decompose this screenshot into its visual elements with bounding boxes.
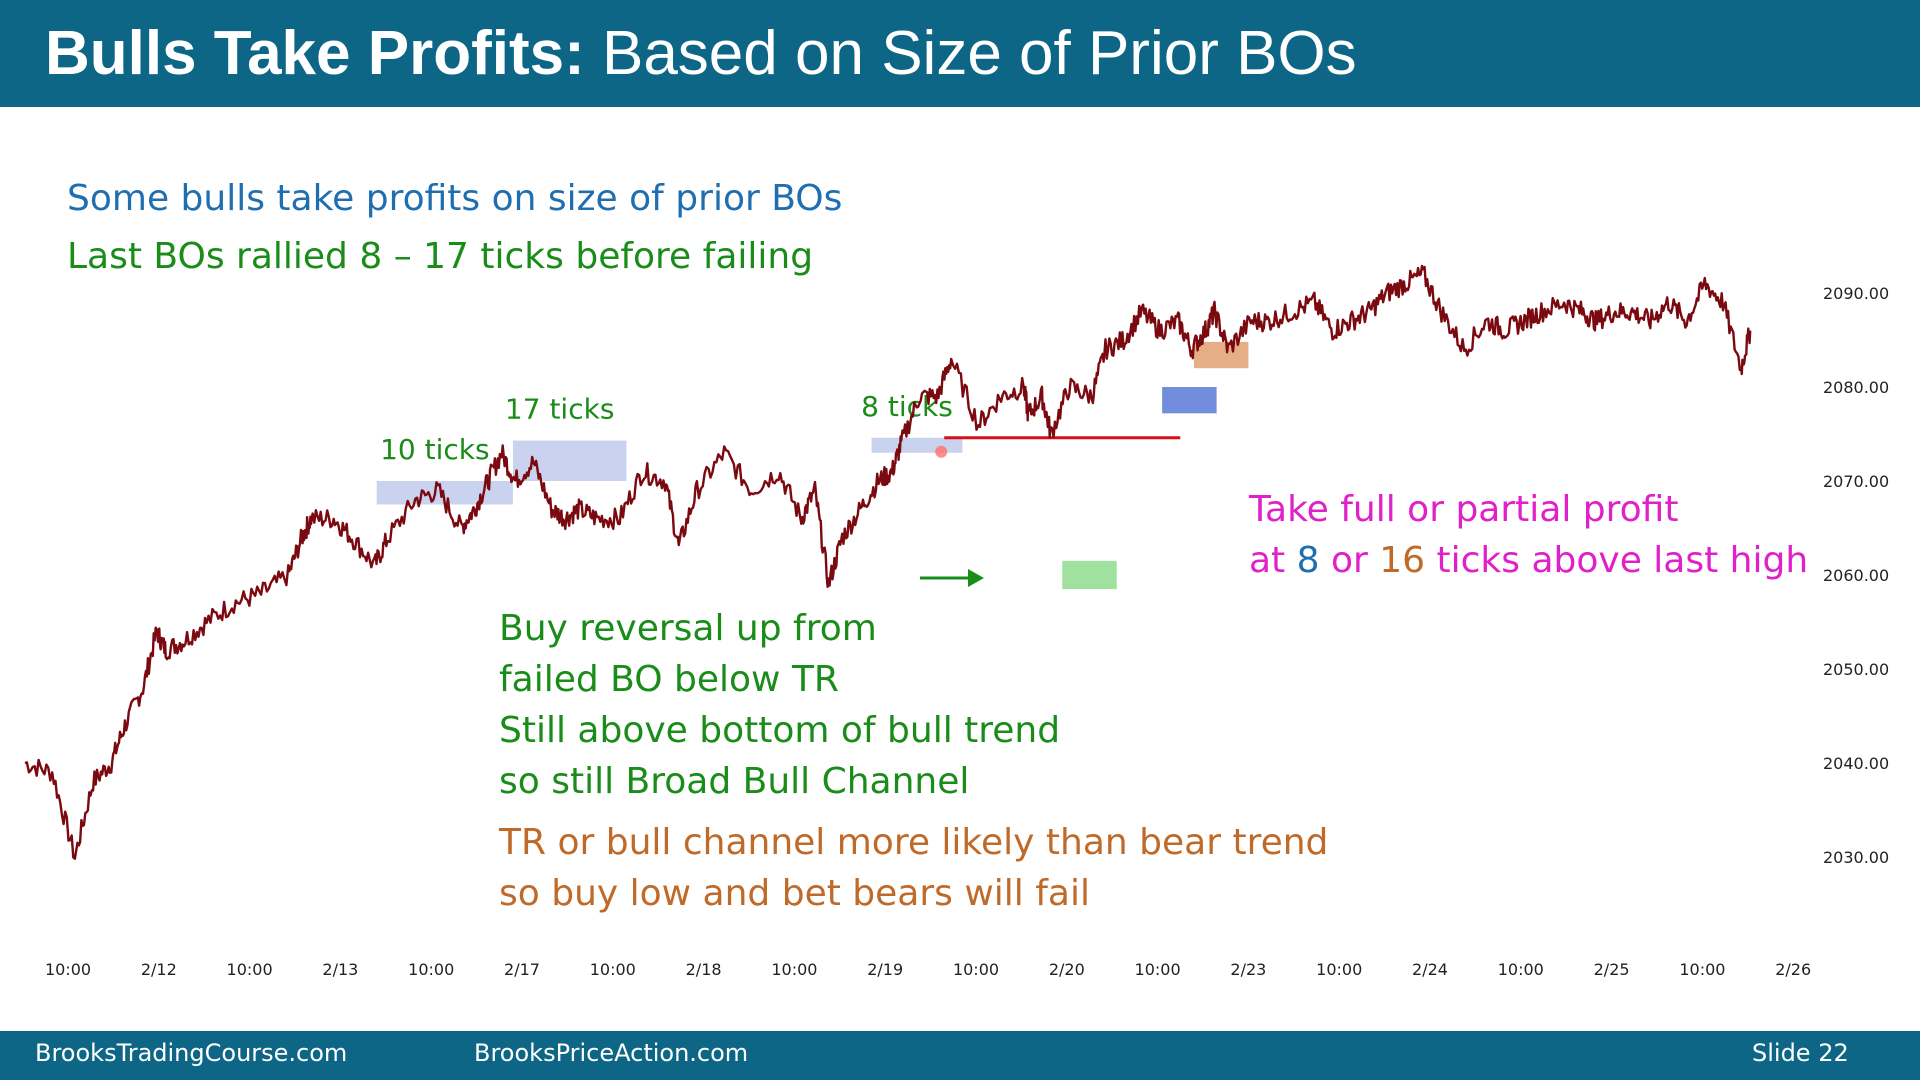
x-tick-label: 10:00 (953, 960, 999, 979)
y-tick-label: 2070.00 (1823, 472, 1889, 491)
y-tick-label: 2090.00 (1823, 284, 1889, 303)
x-tick-label: 2/24 (1412, 960, 1448, 979)
buy-note-2: failed BO below TR (499, 659, 839, 700)
slide-footer: BrooksTradingCourse.com BrooksPriceActio… (0, 1031, 1920, 1080)
tr-note-1: TR or bull channel more likely than bear… (499, 822, 1329, 863)
x-tick-label: 10:00 (771, 960, 817, 979)
annotation-label: 10 ticks (380, 433, 489, 466)
profit-note-2c: or (1319, 540, 1380, 581)
y-tick-label: 2080.00 (1823, 378, 1889, 397)
buy-note-4: so still Broad Bull Channel (499, 761, 970, 802)
annotation-box (1162, 387, 1217, 414)
note-line-2: Last BOs rallied 8 – 17 ticks before fai… (67, 236, 814, 277)
x-tick-label: 2/12 (141, 960, 177, 979)
annotation-label: 17 ticks (505, 393, 614, 426)
x-tick-label: 10:00 (1135, 960, 1181, 979)
x-tick-label: 2/18 (686, 960, 722, 979)
x-tick-label: 10:00 (590, 960, 636, 979)
x-tick-label: 2/19 (867, 960, 903, 979)
price-series-line (24, 264, 1752, 860)
profit-note-2: at 8 or 16 ticks above last high (1249, 540, 1808, 581)
y-tick-label: 2050.00 (1823, 660, 1889, 679)
x-tick-label: 10:00 (45, 960, 91, 979)
title-bold: Bulls Take Profits: (45, 19, 585, 88)
title-rest: Based on Size of Prior BOs (584, 19, 1357, 88)
footer-mid-link[interactable]: BrooksPriceAction.com (474, 1039, 749, 1067)
x-tick-label: 2/25 (1594, 960, 1630, 979)
x-tick-label: 10:00 (1316, 960, 1362, 979)
profit-note-1: Take full or partial profit (1249, 489, 1679, 530)
x-tick-label: 10:00 (1498, 960, 1544, 979)
profit-8: 8 (1296, 540, 1320, 581)
y-tick-label: 2030.00 (1823, 848, 1889, 867)
note-line-1: Some bulls take profits on size of prior… (67, 178, 843, 219)
profit-note-2e: ticks above last high (1425, 540, 1809, 581)
profit-note-2a: at (1249, 540, 1297, 581)
arrow-icon (968, 569, 984, 587)
annotation-box (512, 440, 627, 481)
x-tick-label: 10:00 (408, 960, 454, 979)
annotation-box (871, 437, 963, 453)
x-tick-label: 2/20 (1049, 960, 1085, 979)
tr-note-2: so buy low and bet bears will fail (499, 873, 1090, 914)
profit-16: 16 (1379, 540, 1426, 581)
slide-title: Bulls Take Profits: Based on Size of Pri… (45, 18, 1357, 89)
x-tick-label: 2/26 (1775, 960, 1811, 979)
y-tick-label: 2040.00 (1823, 754, 1889, 773)
x-tick-label: 10:00 (227, 960, 273, 979)
x-tick-label: 2/13 (322, 960, 358, 979)
slide-number: Slide 22 (1752, 1039, 1849, 1067)
x-tick-label: 10:00 (1679, 960, 1725, 979)
prior-high-marker (935, 445, 948, 458)
footer-left-link[interactable]: BrooksTradingCourse.com (35, 1039, 348, 1067)
x-tick-label: 2/23 (1230, 960, 1266, 979)
x-tick-label: 2/17 (504, 960, 540, 979)
annotation-box (1062, 560, 1117, 590)
buy-note-1: Buy reversal up from (499, 608, 877, 649)
y-tick-label: 2060.00 (1823, 566, 1889, 585)
annotation-box (1193, 341, 1249, 369)
slide-header: Bulls Take Profits: Based on Size of Pri… (0, 0, 1920, 107)
buy-note-3: Still above bottom of bull trend (499, 710, 1061, 751)
